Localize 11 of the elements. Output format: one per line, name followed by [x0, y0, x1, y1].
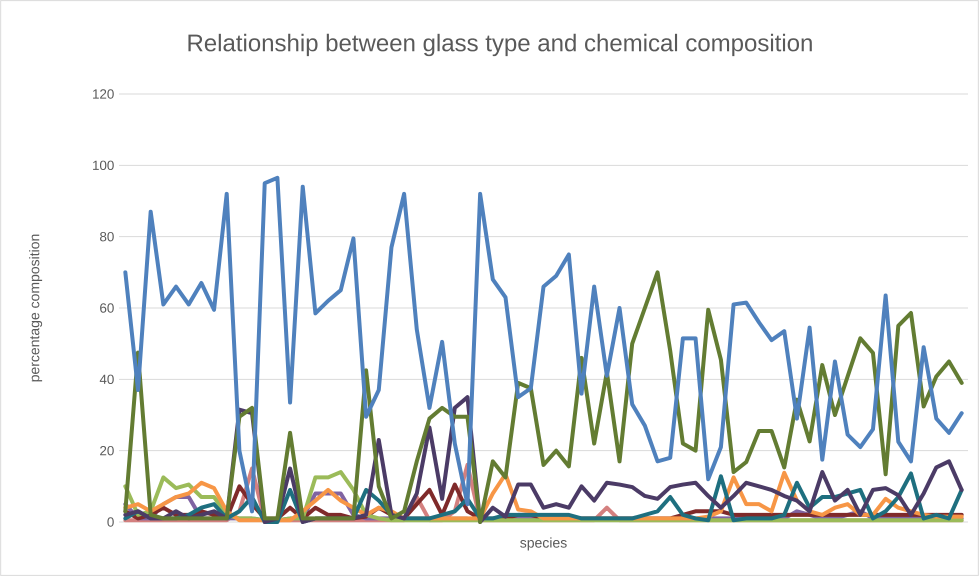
y-tick-label: 120	[93, 89, 114, 99]
y-tick-label: 0	[107, 517, 114, 527]
y-tick-label: 20	[100, 446, 114, 456]
chart-title: Relationship between glass type and chemical composition	[188, 34, 812, 56]
y-tick-label: 40	[100, 374, 114, 384]
y-axis-title: percentage composition	[29, 234, 42, 382]
y-tick-label: 100	[93, 160, 114, 170]
y-tick-label: 60	[100, 303, 114, 313]
x-axis-title: species	[520, 537, 567, 550]
line-series	[123, 176, 964, 514]
y-tick-label: 80	[100, 232, 114, 242]
